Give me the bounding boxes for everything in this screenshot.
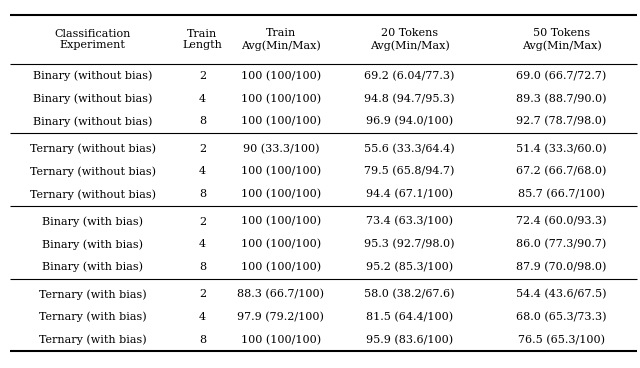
Text: 8: 8 xyxy=(199,189,206,199)
Text: 97.9 (79.2/100): 97.9 (79.2/100) xyxy=(237,312,324,322)
Text: 88.3 (66.7/100): 88.3 (66.7/100) xyxy=(237,289,324,300)
Text: 58.0 (38.2/67.6): 58.0 (38.2/67.6) xyxy=(364,289,454,300)
Text: 54.4 (43.6/67.5): 54.4 (43.6/67.5) xyxy=(516,289,607,300)
Text: Classification
Experiment: Classification Experiment xyxy=(54,29,131,50)
Text: 2: 2 xyxy=(199,289,206,300)
Text: 51.4 (33.3/60.0): 51.4 (33.3/60.0) xyxy=(516,144,607,154)
Text: 20 Tokens
Avg(Min/Max): 20 Tokens Avg(Min/Max) xyxy=(369,28,449,51)
Text: 94.4 (67.1/100): 94.4 (67.1/100) xyxy=(366,189,453,199)
Text: 72.4 (60.0/93.3): 72.4 (60.0/93.3) xyxy=(516,216,607,227)
Text: 55.6 (33.3/64.4): 55.6 (33.3/64.4) xyxy=(364,144,455,154)
Text: 100 (100/100): 100 (100/100) xyxy=(241,216,321,227)
Text: 76.5 (65.3/100): 76.5 (65.3/100) xyxy=(518,335,605,345)
Text: Binary (with bias): Binary (with bias) xyxy=(42,239,143,250)
Text: Binary (without bias): Binary (without bias) xyxy=(33,93,152,104)
Text: Ternary (without bias): Ternary (without bias) xyxy=(29,144,156,154)
Text: 85.7 (66.7/100): 85.7 (66.7/100) xyxy=(518,189,605,199)
Text: 96.9 (94.0/100): 96.9 (94.0/100) xyxy=(366,116,453,127)
Text: Ternary (without bias): Ternary (without bias) xyxy=(29,166,156,177)
Text: 2: 2 xyxy=(199,71,206,81)
Text: 86.0 (77.3/90.7): 86.0 (77.3/90.7) xyxy=(516,239,607,250)
Text: 69.0 (66.7/72.7): 69.0 (66.7/72.7) xyxy=(516,71,607,81)
Text: 94.8 (94.7/95.3): 94.8 (94.7/95.3) xyxy=(364,93,454,104)
Text: 100 (100/100): 100 (100/100) xyxy=(241,262,321,272)
Text: 2: 2 xyxy=(199,216,206,227)
Text: Train
Avg(Min/Max): Train Avg(Min/Max) xyxy=(241,28,321,51)
Text: 50 Tokens
Avg(Min/Max): 50 Tokens Avg(Min/Max) xyxy=(522,28,602,51)
Text: 100 (100/100): 100 (100/100) xyxy=(241,116,321,127)
Text: 81.5 (64.4/100): 81.5 (64.4/100) xyxy=(366,312,453,322)
Text: 89.3 (88.7/90.0): 89.3 (88.7/90.0) xyxy=(516,93,607,104)
Text: 69.2 (6.04/77.3): 69.2 (6.04/77.3) xyxy=(364,71,454,81)
Text: 100 (100/100): 100 (100/100) xyxy=(241,335,321,345)
Text: 100 (100/100): 100 (100/100) xyxy=(241,166,321,177)
Text: 4: 4 xyxy=(199,93,206,104)
Text: 87.9 (70.0/98.0): 87.9 (70.0/98.0) xyxy=(516,262,607,272)
Text: 79.5 (65.8/94.7): 79.5 (65.8/94.7) xyxy=(364,166,454,177)
Text: 2: 2 xyxy=(199,144,206,154)
Text: Binary (with bias): Binary (with bias) xyxy=(42,262,143,272)
Text: Ternary (with bias): Ternary (with bias) xyxy=(39,312,147,322)
Text: 4: 4 xyxy=(199,166,206,177)
Text: 92.7 (78.7/98.0): 92.7 (78.7/98.0) xyxy=(516,116,607,127)
Text: 100 (100/100): 100 (100/100) xyxy=(241,71,321,81)
Text: 90 (33.3/100): 90 (33.3/100) xyxy=(243,144,319,154)
Text: Train
Length: Train Length xyxy=(182,29,223,50)
Text: 8: 8 xyxy=(199,335,206,345)
Text: 8: 8 xyxy=(199,262,206,272)
Text: 4: 4 xyxy=(199,239,206,250)
Text: 68.0 (65.3/73.3): 68.0 (65.3/73.3) xyxy=(516,312,607,322)
Text: 95.9 (83.6/100): 95.9 (83.6/100) xyxy=(366,335,453,345)
Text: 8: 8 xyxy=(199,116,206,127)
Text: 100 (100/100): 100 (100/100) xyxy=(241,239,321,250)
Text: Ternary (with bias): Ternary (with bias) xyxy=(39,335,147,345)
Text: 67.2 (66.7/68.0): 67.2 (66.7/68.0) xyxy=(516,166,607,177)
Text: Ternary (with bias): Ternary (with bias) xyxy=(39,289,147,300)
Text: Binary (without bias): Binary (without bias) xyxy=(33,116,152,127)
Text: 73.4 (63.3/100): 73.4 (63.3/100) xyxy=(366,216,453,227)
Text: 100 (100/100): 100 (100/100) xyxy=(241,189,321,199)
Text: 95.3 (92.7/98.0): 95.3 (92.7/98.0) xyxy=(364,239,454,250)
Text: 100 (100/100): 100 (100/100) xyxy=(241,93,321,104)
Text: Binary (with bias): Binary (with bias) xyxy=(42,216,143,227)
Text: Ternary (without bias): Ternary (without bias) xyxy=(29,189,156,199)
Text: 4: 4 xyxy=(199,312,206,322)
Text: Binary (without bias): Binary (without bias) xyxy=(33,71,152,81)
Text: 95.2 (85.3/100): 95.2 (85.3/100) xyxy=(366,262,453,272)
